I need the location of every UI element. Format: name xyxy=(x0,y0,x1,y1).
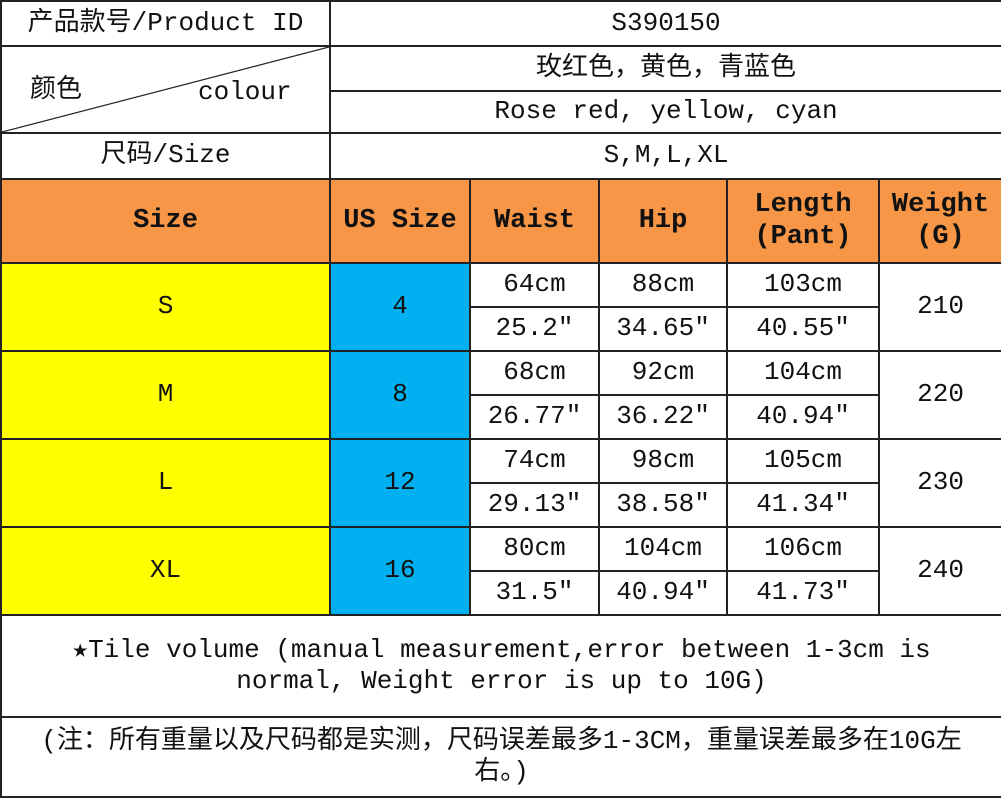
product-id-label: 产品款号/Product ID xyxy=(0,0,331,47)
note-chinese: (注：所有重量以及尺码都是实测，尺码误差最多1-3CM，重量误差最多在10G左右… xyxy=(0,716,1001,798)
waist-in-cell: 25.2″ xyxy=(469,306,600,352)
colour-label-cell: 颜色 colour xyxy=(0,45,331,134)
table-row: S 4 64cm 88cm 103cm 210 xyxy=(0,262,1001,352)
colour-value-en: Rose red, yellow, cyan xyxy=(328,90,1001,134)
length-in-cell: 40.94″ xyxy=(726,394,880,440)
hip-in-cell: 34.65″ xyxy=(598,306,728,352)
colour-value-cn: 玫红色，黄色，青蓝色 xyxy=(328,45,1001,92)
table-row-inches: 25.2″ 34.65″ 40.55″ xyxy=(1,306,1001,352)
table-row-inches: 26.77″ 36.22″ 40.94″ xyxy=(1,394,1001,440)
size-cell: M xyxy=(0,350,331,440)
length-cm-cell: 104cm xyxy=(726,350,880,396)
length-in-cell: 41.34″ xyxy=(726,482,880,528)
weight-cell: 220 xyxy=(877,350,1001,440)
header-weight: Weight (G) xyxy=(877,178,1001,264)
header-size: Size xyxy=(0,178,331,264)
waist-in-cell: 31.5″ xyxy=(469,570,600,616)
weight-cell: 230 xyxy=(877,438,1001,528)
colour-label-en: colour xyxy=(198,77,292,107)
us-size-cell: 4 xyxy=(329,262,471,352)
colour-label-cn: 颜色 xyxy=(30,75,83,105)
size-label: 尺码/Size xyxy=(0,132,331,180)
us-size-cell: 16 xyxy=(329,526,471,616)
header-us-size: US Size xyxy=(329,178,471,264)
size-value: S,M,L,XL xyxy=(328,132,1001,180)
diagonal-divider xyxy=(2,47,329,132)
us-size-cell: 8 xyxy=(329,350,471,440)
product-id-value: S390150 xyxy=(328,0,1001,47)
hip-cm-cell: 92cm xyxy=(598,350,728,396)
header-length: Length (Pant) xyxy=(726,178,880,264)
waist-in-cell: 26.77″ xyxy=(469,394,600,440)
waist-in-cell: 29.13″ xyxy=(469,482,600,528)
length-in-cell: 40.55″ xyxy=(726,306,880,352)
length-in-cell: 41.73″ xyxy=(726,570,880,616)
us-size-cell: 12 xyxy=(329,438,471,528)
waist-cm-cell: 80cm xyxy=(469,526,600,572)
hip-cm-cell: 88cm xyxy=(598,262,728,308)
table-row: L 12 74cm 98cm 105cm 230 xyxy=(0,438,1001,528)
size-cell: L xyxy=(0,438,331,528)
weight-cell: 210 xyxy=(877,262,1001,352)
table-row-inches: 29.13″ 38.58″ 41.34″ xyxy=(1,482,1001,528)
hip-in-cell: 40.94″ xyxy=(598,570,728,616)
length-cm-cell: 103cm xyxy=(726,262,880,308)
note-english: ★Tile volume (manual measurement,error b… xyxy=(0,614,1001,718)
header-hip: Hip xyxy=(598,178,728,264)
weight-cell: 240 xyxy=(877,526,1001,616)
hip-cm-cell: 98cm xyxy=(598,438,728,484)
length-cm-cell: 106cm xyxy=(726,526,880,572)
hip-in-cell: 36.22″ xyxy=(598,394,728,440)
waist-cm-cell: 74cm xyxy=(469,438,600,484)
hip-in-cell: 38.58″ xyxy=(598,482,728,528)
size-cell: S xyxy=(0,262,331,352)
hip-cm-cell: 104cm xyxy=(598,526,728,572)
size-cell: XL xyxy=(0,526,331,616)
table-row: M 8 68cm 92cm 104cm 220 xyxy=(0,350,1001,440)
waist-cm-cell: 64cm xyxy=(469,262,600,308)
table-row: XL 16 80cm 104cm 106cm 240 xyxy=(0,526,1001,616)
header-waist: Waist xyxy=(469,178,600,264)
length-cm-cell: 105cm xyxy=(726,438,880,484)
waist-cm-cell: 68cm xyxy=(469,350,600,396)
table-row-inches: 31.5″ 40.94″ 41.73″ xyxy=(1,570,1001,616)
